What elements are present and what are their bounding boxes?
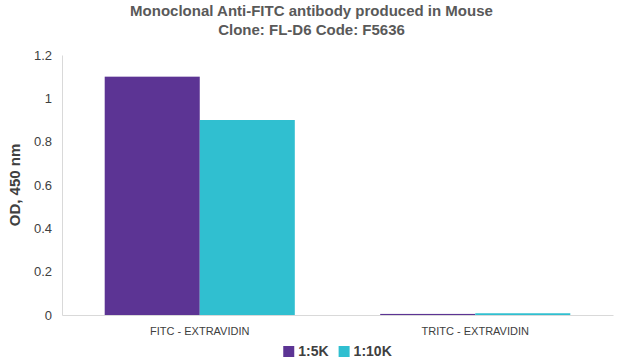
chart: Monoclonal Anti-FITC antibody produced i…: [0, 0, 623, 360]
tick: 1: [45, 91, 62, 106]
subtitle: Clone: FL-D6 Code: F5636: [218, 21, 405, 38]
tick: 1.2: [34, 48, 62, 63]
title: Monoclonal Anti-FITC antibody produced i…: [130, 2, 493, 19]
legend-label: 1:10K: [354, 343, 392, 359]
tick-label: 0: [45, 308, 52, 323]
tick: 0.8: [34, 134, 62, 149]
bars: [105, 77, 571, 315]
tick: 0.6: [34, 178, 62, 193]
bar: [475, 313, 570, 315]
legend-swatch: [283, 346, 294, 357]
legend-item: 1:5K: [283, 343, 328, 359]
tick-label: FITC - EXTRAVIDIN: [150, 325, 249, 337]
plot: 0 0.2 0.4 0.6 0.8 1 1.2 FITC - EXTRAVIDIN TRITC …: [34, 48, 614, 337]
legend-swatch: [339, 346, 350, 357]
y-axis-title: OD, 450 nm: [6, 144, 23, 227]
tick: FITC - EXTRAVIDIN: [150, 315, 249, 337]
x-axis: FITC - EXTRAVIDIN TRITC - EXTRAVIDIN: [63, 315, 614, 337]
tick: 0.4: [34, 221, 62, 236]
y-axis: 0 0.2 0.4 0.6 0.8 1 1.2: [34, 48, 63, 323]
legend-item: 1:10K: [339, 343, 392, 359]
bar: [200, 120, 295, 315]
series: [105, 77, 476, 315]
bar: [105, 77, 200, 315]
legend-label: 1:5K: [298, 343, 328, 359]
legend: 1:5K 1:10K: [283, 343, 392, 359]
tick-label: 0.6: [34, 178, 52, 193]
tick: TRITC - EXTRAVIDIN: [422, 315, 529, 337]
tick-label: 0.8: [34, 134, 52, 149]
tick-label: TRITC - EXTRAVIDIN: [422, 325, 529, 337]
tick: 0: [45, 308, 62, 323]
axis-line: [63, 315, 614, 316]
tick-label: 0.2: [34, 264, 52, 279]
bar: [380, 314, 475, 315]
tick-label: 1.2: [34, 48, 52, 63]
tick: 0.2: [34, 264, 62, 279]
tick-label: 0.4: [34, 221, 52, 236]
tick-label: 1: [45, 91, 52, 106]
series: [200, 120, 571, 315]
axis-line: [62, 56, 63, 316]
